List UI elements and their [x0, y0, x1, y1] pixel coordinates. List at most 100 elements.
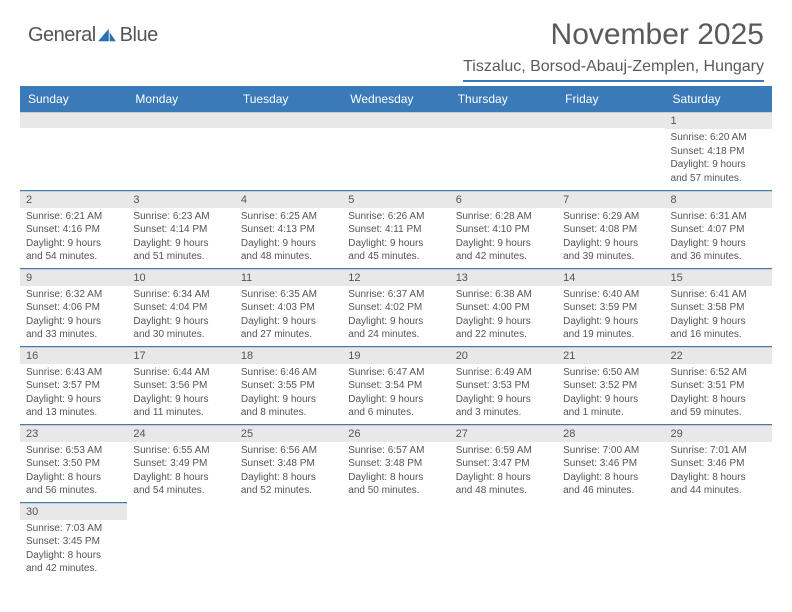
day-info: Sunrise: 6:46 AMSunset: 3:55 PMDaylight:… [235, 364, 342, 424]
day-info-line: Sunrise: 6:53 AM [26, 444, 121, 458]
day-info-line: Sunrise: 6:56 AM [241, 444, 336, 458]
day-number: 23 [20, 425, 127, 442]
calendar-day-cell: 3Sunrise: 6:23 AMSunset: 4:14 PMDaylight… [127, 190, 234, 268]
calendar-day-cell [342, 502, 449, 580]
day-info-line: and 22 minutes. [456, 328, 551, 342]
day-number [127, 502, 234, 518]
day-number [127, 112, 234, 128]
day-info-line: and 48 minutes. [456, 484, 551, 498]
day-number: 26 [342, 425, 449, 442]
day-info-line: Daylight: 9 hours [241, 237, 336, 251]
day-info-line: and 8 minutes. [241, 406, 336, 420]
day-info-line: Sunset: 3:46 PM [671, 457, 766, 471]
day-info [127, 128, 234, 134]
calendar-day-cell: 12Sunrise: 6:37 AMSunset: 4:02 PMDayligh… [342, 268, 449, 346]
day-number [20, 112, 127, 128]
day-info: Sunrise: 6:28 AMSunset: 4:10 PMDaylight:… [450, 208, 557, 268]
day-info-line: and 33 minutes. [26, 328, 121, 342]
day-info-line: Daylight: 9 hours [348, 315, 443, 329]
day-info-line: and 52 minutes. [241, 484, 336, 498]
calendar-day-cell: 1Sunrise: 6:20 AMSunset: 4:18 PMDaylight… [665, 112, 772, 190]
brand-logo: General Blue [28, 18, 158, 47]
day-info-line: and 57 minutes. [671, 172, 766, 186]
day-info-line: Daylight: 8 hours [26, 549, 121, 563]
day-info-line: Sunrise: 6:49 AM [456, 366, 551, 380]
day-number: 10 [127, 269, 234, 286]
day-info-line: Daylight: 9 hours [456, 393, 551, 407]
day-info-line: Sunrise: 6:41 AM [671, 288, 766, 302]
calendar-day-cell: 23Sunrise: 6:53 AMSunset: 3:50 PMDayligh… [20, 424, 127, 502]
day-info-line: Sunrise: 6:38 AM [456, 288, 551, 302]
calendar-day-cell: 13Sunrise: 6:38 AMSunset: 4:00 PMDayligh… [450, 268, 557, 346]
day-number [557, 502, 664, 518]
day-number [342, 112, 449, 128]
day-number: 2 [20, 191, 127, 208]
day-info-line: and 6 minutes. [348, 406, 443, 420]
day-info-line: Sunset: 3:45 PM [26, 535, 121, 549]
calendar-day-cell: 16Sunrise: 6:43 AMSunset: 3:57 PMDayligh… [20, 346, 127, 424]
calendar-day-cell: 15Sunrise: 6:41 AMSunset: 3:58 PMDayligh… [665, 268, 772, 346]
day-info: Sunrise: 6:20 AMSunset: 4:18 PMDaylight:… [665, 129, 772, 189]
day-info-line: Sunset: 4:03 PM [241, 301, 336, 315]
day-info-line: Sunrise: 6:52 AM [671, 366, 766, 380]
page-header: General Blue November 2025 Tiszaluc, Bor… [0, 0, 792, 86]
day-info-line: and 54 minutes. [26, 250, 121, 264]
day-info-line: Sunset: 3:50 PM [26, 457, 121, 471]
calendar-day-cell [342, 112, 449, 190]
day-info-line: Daylight: 9 hours [26, 237, 121, 251]
calendar-day-cell: 11Sunrise: 6:35 AMSunset: 4:03 PMDayligh… [235, 268, 342, 346]
day-info [450, 128, 557, 134]
day-info-line: and 44 minutes. [671, 484, 766, 498]
calendar-day-cell: 20Sunrise: 6:49 AMSunset: 3:53 PMDayligh… [450, 346, 557, 424]
day-info-line: Sunset: 3:49 PM [133, 457, 228, 471]
day-info: Sunrise: 6:57 AMSunset: 3:48 PMDaylight:… [342, 442, 449, 502]
day-info-line: Daylight: 9 hours [241, 393, 336, 407]
day-info-line: Daylight: 9 hours [671, 158, 766, 172]
day-info-line: and 59 minutes. [671, 406, 766, 420]
calendar-day-cell [235, 502, 342, 580]
calendar-day-cell: 7Sunrise: 6:29 AMSunset: 4:08 PMDaylight… [557, 190, 664, 268]
day-info-line: and 46 minutes. [563, 484, 658, 498]
day-number: 24 [127, 425, 234, 442]
day-info-line: Daylight: 9 hours [348, 237, 443, 251]
day-info-line: and 13 minutes. [26, 406, 121, 420]
day-number: 22 [665, 347, 772, 364]
day-info-line: and 30 minutes. [133, 328, 228, 342]
calendar-day-cell [557, 112, 664, 190]
day-info-line: Sunrise: 6:32 AM [26, 288, 121, 302]
day-info: Sunrise: 7:03 AMSunset: 3:45 PMDaylight:… [20, 520, 127, 580]
day-info-line: Daylight: 9 hours [133, 237, 228, 251]
day-number: 1 [665, 112, 772, 129]
day-info-line: Daylight: 8 hours [133, 471, 228, 485]
day-info-line: and 19 minutes. [563, 328, 658, 342]
day-info: Sunrise: 6:43 AMSunset: 3:57 PMDaylight:… [20, 364, 127, 424]
day-number [450, 112, 557, 128]
day-info-line: and 51 minutes. [133, 250, 228, 264]
day-number: 9 [20, 269, 127, 286]
brand-name-part1: General [28, 24, 96, 47]
calendar-week-row: 1Sunrise: 6:20 AMSunset: 4:18 PMDaylight… [20, 112, 772, 190]
day-info-line: Daylight: 8 hours [456, 471, 551, 485]
day-info-line: Daylight: 9 hours [671, 315, 766, 329]
day-info-line: Sunrise: 7:03 AM [26, 522, 121, 536]
day-info [20, 128, 127, 134]
day-info [557, 128, 664, 134]
day-info-line: Sunset: 4:00 PM [456, 301, 551, 315]
day-info [235, 128, 342, 134]
day-info-line: Sunset: 3:56 PM [133, 379, 228, 393]
day-info-line: and 42 minutes. [456, 250, 551, 264]
day-info-line: Daylight: 9 hours [456, 315, 551, 329]
day-info-line: Sunrise: 6:23 AM [133, 210, 228, 224]
weekday-header: Thursday [450, 86, 557, 112]
day-info: Sunrise: 7:00 AMSunset: 3:46 PMDaylight:… [557, 442, 664, 502]
day-info-line: Sunset: 4:02 PM [348, 301, 443, 315]
calendar-day-cell: 25Sunrise: 6:56 AMSunset: 3:48 PMDayligh… [235, 424, 342, 502]
day-info-line: Sunset: 3:57 PM [26, 379, 121, 393]
day-info-line: Daylight: 9 hours [26, 393, 121, 407]
day-number: 25 [235, 425, 342, 442]
day-info-line: and 45 minutes. [348, 250, 443, 264]
day-info-line: Sunrise: 6:37 AM [348, 288, 443, 302]
day-number: 30 [20, 503, 127, 520]
calendar-day-cell: 18Sunrise: 6:46 AMSunset: 3:55 PMDayligh… [235, 346, 342, 424]
day-info-line: Sunset: 4:10 PM [456, 223, 551, 237]
